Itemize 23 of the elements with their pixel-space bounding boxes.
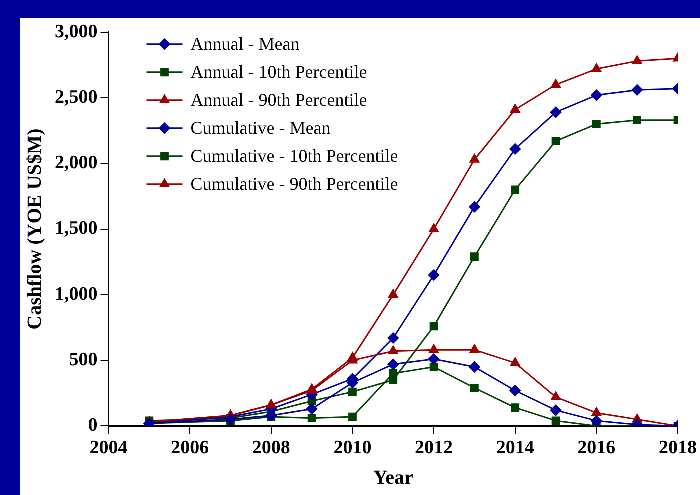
y-tick-label: 1,500 bbox=[55, 218, 98, 240]
legend-label: Cumulative - 90th Percentile bbox=[190, 174, 398, 194]
y-tick-label: 2,500 bbox=[55, 86, 98, 108]
legend-label: Annual - 10th Percentile bbox=[190, 62, 368, 82]
x-tick-label: 2012 bbox=[415, 438, 454, 459]
y-tick-label: 1,000 bbox=[55, 284, 98, 305]
legend-label: Cumulative - Mean bbox=[190, 118, 331, 138]
legend-label: Annual - 90th Percentile bbox=[190, 90, 368, 110]
x-tick-label: 2016 bbox=[578, 438, 616, 459]
y-tick-label: 3,000 bbox=[55, 21, 98, 42]
x-tick-label: 2006 bbox=[171, 438, 210, 459]
x-tick-label: 2004 bbox=[90, 438, 128, 459]
legend-label: Cumulative - 10th Percentile bbox=[190, 146, 398, 166]
x-axis-title: Year bbox=[373, 467, 414, 490]
y-tick-label: 0 bbox=[88, 415, 98, 436]
x-tick-label: 2010 bbox=[334, 438, 372, 459]
legend-label: Annual - Mean bbox=[190, 34, 300, 54]
x-tick-label: 2014 bbox=[496, 438, 535, 459]
x-tick-label: 2018 bbox=[659, 438, 697, 459]
y-axis-title: Cashflow (YOE US$M) bbox=[24, 128, 46, 330]
y-tick-label: 500 bbox=[69, 349, 98, 370]
x-tick-label: 2008 bbox=[252, 438, 290, 459]
y-tick-label: 2,000 bbox=[55, 152, 98, 174]
